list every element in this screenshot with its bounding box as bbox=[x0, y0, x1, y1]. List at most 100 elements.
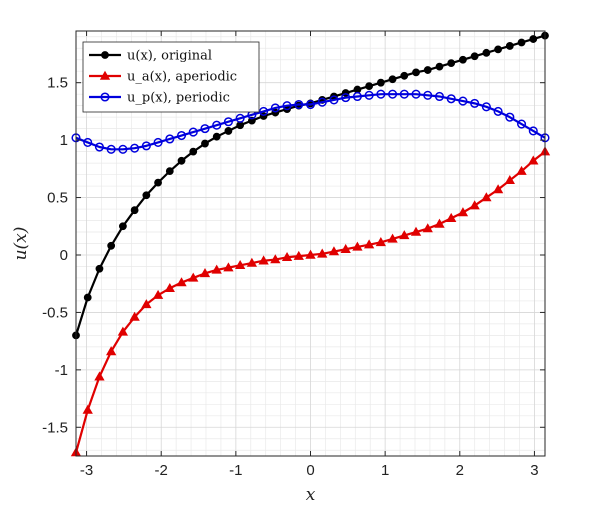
data-point-periodic bbox=[341, 93, 351, 103]
data-point-aperiodic bbox=[352, 241, 363, 251]
data-point-original bbox=[154, 178, 162, 187]
data-point-aperiodic bbox=[317, 248, 328, 258]
data-point-original bbox=[177, 156, 186, 165]
x-tick-label: 1 bbox=[381, 462, 389, 479]
data-point-periodic bbox=[317, 97, 327, 107]
data-point-periodic bbox=[399, 89, 409, 99]
x-tick-label: 2 bbox=[456, 462, 464, 479]
data-point-periodic bbox=[130, 143, 140, 153]
x-tick-label: -1 bbox=[229, 462, 242, 479]
data-point-original bbox=[165, 167, 174, 176]
data-point-periodic bbox=[411, 89, 421, 99]
data-point-periodic bbox=[458, 96, 468, 106]
data-point-original bbox=[400, 71, 409, 80]
data-point-periodic bbox=[528, 126, 538, 136]
data-point-aperiodic bbox=[281, 251, 293, 262]
x-tick-label: -2 bbox=[155, 462, 168, 479]
x-axis-title: x bbox=[306, 485, 316, 505]
data-point-periodic bbox=[118, 144, 128, 154]
data-point-periodic bbox=[352, 91, 362, 102]
data-point-periodic bbox=[83, 137, 93, 147]
data-point-periodic bbox=[200, 124, 210, 134]
data-point-aperiodic bbox=[399, 230, 410, 240]
data-point-periodic bbox=[223, 117, 233, 127]
data-point-aperiodic bbox=[293, 250, 304, 260]
data-point-periodic bbox=[470, 98, 480, 108]
series-aperiodic bbox=[70, 146, 551, 457]
y-tick-label: -1 bbox=[55, 362, 68, 379]
data-point-aperiodic bbox=[258, 255, 269, 265]
data-point-periodic bbox=[94, 142, 105, 152]
data-point-original bbox=[130, 206, 139, 215]
data-point-original bbox=[470, 52, 479, 61]
x-tick-labels: -3 -2 -1 0 1 2 3 bbox=[80, 462, 539, 479]
data-point-periodic bbox=[259, 106, 269, 116]
legend-label: u(x), original bbox=[127, 49, 212, 64]
data-point-aperiodic bbox=[129, 311, 140, 321]
legend-marker bbox=[100, 92, 110, 102]
data-point-original bbox=[118, 222, 127, 231]
y-tick-labels: -1.5 -1 -0.5 0 0.5 1 1.5 bbox=[42, 75, 68, 437]
data-point-aperiodic bbox=[176, 277, 187, 287]
data-point-aperiodic bbox=[504, 175, 515, 185]
data-point-original bbox=[529, 35, 538, 43]
data-point-aperiodic bbox=[363, 239, 375, 249]
data-point-aperiodic bbox=[528, 155, 539, 165]
data-point-aperiodic bbox=[516, 165, 527, 175]
data-point-periodic bbox=[376, 89, 386, 99]
data-point-periodic bbox=[270, 103, 280, 113]
data-point-aperiodic bbox=[387, 233, 398, 243]
data-point-periodic bbox=[493, 106, 503, 116]
data-point-original bbox=[212, 132, 221, 141]
data-point-aperiodic bbox=[152, 289, 164, 299]
data-point-aperiodic bbox=[340, 243, 351, 253]
data-point-periodic bbox=[481, 102, 491, 112]
axis-ticks bbox=[76, 31, 545, 456]
data-point-original bbox=[142, 191, 151, 200]
data-point-aperiodic bbox=[117, 326, 129, 336]
data-point-aperiodic bbox=[82, 404, 93, 414]
data-point-aperiodic bbox=[211, 264, 222, 274]
y-tick-label: 1.5 bbox=[47, 75, 68, 92]
data-point-original bbox=[435, 62, 444, 71]
data-point-original bbox=[224, 127, 233, 135]
data-point-aperiodic bbox=[446, 212, 457, 222]
data-point-original bbox=[412, 68, 420, 77]
data-point-aperiodic bbox=[305, 249, 316, 259]
y-tick-label: 0 bbox=[60, 247, 68, 264]
data-point-original bbox=[423, 66, 432, 74]
data-point-periodic bbox=[141, 141, 151, 151]
data-point-original bbox=[376, 78, 385, 87]
data-point-aperiodic bbox=[328, 246, 340, 256]
series-layer bbox=[70, 31, 551, 457]
data-point-periodic bbox=[165, 134, 175, 144]
data-point-original bbox=[459, 55, 467, 64]
data-point-periodic bbox=[305, 99, 316, 110]
data-point-periodic bbox=[446, 94, 456, 104]
data-point-periodic bbox=[212, 120, 222, 130]
y-tick-label: 1 bbox=[60, 132, 68, 149]
data-point-aperiodic bbox=[94, 371, 105, 381]
y-tick-label: -0.5 bbox=[42, 304, 68, 321]
data-point-original bbox=[95, 264, 104, 273]
data-point-periodic bbox=[106, 144, 116, 154]
data-point-original bbox=[189, 147, 198, 156]
legend-label: u_a(x), aperiodic bbox=[127, 70, 237, 85]
data-point-periodic bbox=[423, 90, 433, 100]
data-point-original bbox=[505, 42, 514, 50]
data-point-aperiodic bbox=[141, 299, 152, 309]
legend-item-original: u(x), original bbox=[89, 49, 212, 64]
data-point-aperiodic bbox=[481, 192, 492, 202]
data-point-aperiodic bbox=[270, 254, 281, 264]
data-point-periodic bbox=[188, 127, 198, 137]
data-point-periodic bbox=[388, 89, 398, 99]
data-point-periodic bbox=[176, 130, 187, 141]
data-point-periodic bbox=[235, 113, 245, 123]
data-point-aperiodic bbox=[457, 207, 469, 217]
data-point-aperiodic bbox=[188, 272, 199, 282]
data-point-periodic bbox=[153, 137, 163, 147]
data-point-original bbox=[482, 48, 491, 57]
legend-item-aperiodic: u_a(x), aperiodic bbox=[89, 70, 237, 85]
data-point-original bbox=[201, 139, 209, 148]
x-tick-label: -3 bbox=[80, 462, 93, 479]
